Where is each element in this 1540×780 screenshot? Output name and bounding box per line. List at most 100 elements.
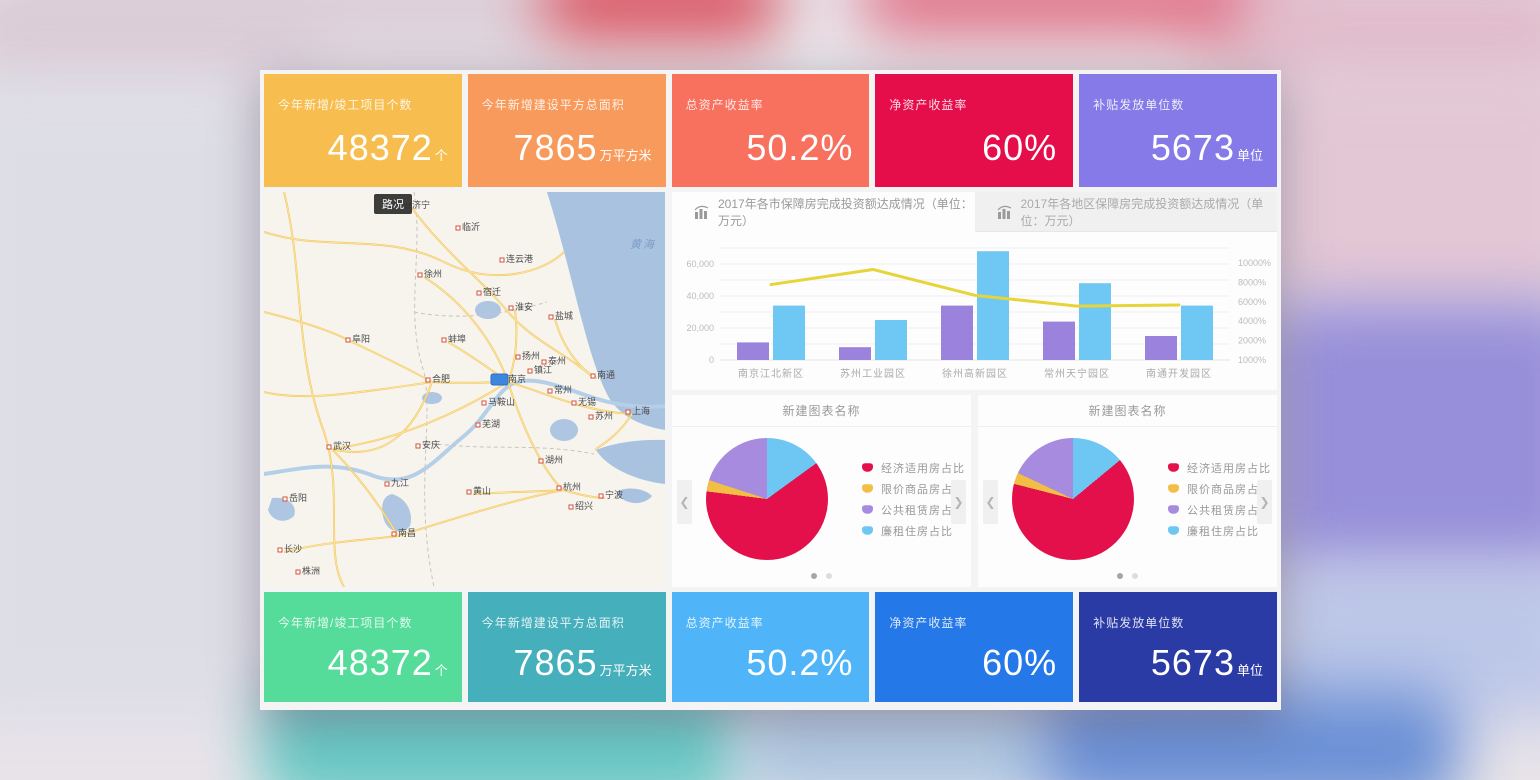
city-label: 长沙 [284,543,302,554]
svg-text:6000%: 6000% [1238,297,1266,307]
city-label: 湖州 [545,455,563,465]
svg-text:60,000: 60,000 [686,259,714,269]
stat-card: 今年新增建设平方总面积 7865 万平方米 [467,74,666,187]
map-panel[interactable]: 路况 黄海 济宁 临沂 徐州 连云港 宿迁 淮安 盐城 阜阳 蚌埠 合肥 扬州 泰州 南通 南京 镇江 常州 无锡… [264,192,665,587]
legend-label: 经济适用房占比 [881,462,965,475]
city-label: 扬州 [522,350,540,361]
pie-chart-panel: 新建图表名称 经济适用房占比 限价商品房占比 公共租赁房占比 廉租住房占比 ❮ ❯ [672,395,971,587]
legend-marker [862,484,873,493]
map-marker-nanjing[interactable] [490,373,509,386]
carousel-next-button[interactable]: ❯ [951,480,966,524]
carousel-dot[interactable] [826,573,832,579]
stat-card-title: 今年新增/竣工项目个数 [278,98,413,112]
map-tooltip-badge: 路况 [374,194,412,214]
stat-card-value: 48372 [327,642,433,683]
city-label: 芜湖 [482,418,500,429]
stat-card-title: 补贴发放单位数 [1093,98,1185,112]
svg-text:10000%: 10000% [1238,258,1271,268]
city-label: 安庆 [422,439,440,450]
stat-card: 补贴发放单位数 5673 单位 [1079,74,1277,187]
stat-card: 今年新增建设平方总面积 7865 万平方米 [467,592,666,702]
stat-card-value: 60% [982,642,1058,683]
carousel-dots [978,573,1277,579]
bar-line-chart: 60,000 40,000 20,000 0 10000% 8000% 6000% 4000%… [686,247,1271,380]
legend-marker [862,463,873,472]
city-label: 马鞍山 [488,396,515,407]
stat-card-unit: 个 [434,663,448,678]
stat-card-title: 补贴发放单位数 [1093,616,1185,630]
legend-marker [1168,463,1179,472]
svg-text:0: 0 [709,355,714,365]
stat-card-value: 5673 [1150,642,1235,683]
city-label: 无锡 [578,397,596,407]
legend-label: 限价商品房占比 [881,483,965,496]
pie-chart [706,438,828,560]
city-label: 蚌埠 [448,333,466,344]
city-label: 临沂 [462,221,480,232]
carousel-dot[interactable] [1132,573,1138,579]
stat-card-title: 总资产收益率 [685,98,764,112]
stat-card-title: 今年新增建设平方总面积 [481,98,625,112]
city-label: 泰州 [548,355,566,366]
stat-card: 今年新增/竣工项目个数 48372 个 [264,74,462,187]
chart-tab-1[interactable]: 2017年各市保障房完成投资额达成情况（单位：万元） [672,192,975,232]
stat-card-value: 48372 [327,127,433,168]
bar-chart-panel: 60,000 40,000 20,000 0 10000% 8000% 6000% 4000%… [672,232,1277,390]
legend-label: 经济适用房占比 [1187,462,1271,475]
city-label: 镇江 [534,364,552,375]
stat-card-title: 净资产收益率 [889,98,968,112]
city-label: 绍兴 [575,500,593,511]
city-label: 苏州 [595,410,613,421]
legend-item: 公共租赁房占比 [862,499,965,520]
carousel-next-button[interactable]: ❯ [1257,480,1272,524]
pie-chart [1012,438,1134,560]
city-label: 南通 [597,369,615,380]
legend-item: 限价商品房占比 [862,478,965,499]
stat-card: 总资产收益率 50.2% [671,592,870,702]
city-label: 株洲 [302,565,320,576]
sea-label: 黄海 [630,238,656,251]
pie-legend: 经济适用房占比限价商品房占比公共租赁房占比廉租住房占比 [1168,457,1271,541]
stat-card-unit: 万平方米 [599,663,652,678]
legend-item: 经济适用房占比 [862,457,965,478]
stat-card-title: 净资产收益率 [889,616,968,630]
stat-card-title: 今年新增建设平方总面积 [481,616,625,630]
stat-card-value: 7865 [513,642,598,683]
stat-card-unit: 个 [434,148,448,163]
chart-tab-label: 2017年各市保障房完成投资额达成情况（单位：万元） [718,196,973,228]
legend-label: 公共租赁房占比 [1187,504,1271,517]
legend-item: 廉租住房占比 [1168,520,1271,541]
chart-tab-2[interactable]: 2017年各地区保障房完成投资额达成情况（单位：万元） [974,192,1277,232]
bar-chart-icon [694,205,709,219]
carousel-dot[interactable] [1117,573,1123,579]
svg-text:4000%: 4000% [1238,316,1266,326]
svg-text:常州天宁园区: 常州天宁园区 [1044,367,1110,380]
city-label: 杭州 [563,481,581,492]
city-label: 合肥 [432,373,450,384]
stat-card-value: 60% [982,127,1058,168]
analytics-area: 2017年各市保障房完成投资额达成情况（单位：万元） 2017年各地区保障房完成投… [672,192,1277,587]
city-label: 岳阳 [289,492,307,503]
city-label: 淮安 [515,301,533,312]
city-label: 宁波 [605,489,623,500]
carousel-dot[interactable] [811,573,817,579]
stat-card-unit: 单位 [1236,663,1263,678]
carousel-prev-button[interactable]: ❮ [983,480,998,524]
svg-text:20,000: 20,000 [686,323,714,333]
city-label: 盐城 [555,310,573,321]
stat-cards-top-row: 今年新增/竣工项目个数 48372 个 今年新增建设平方总面积 7865 万平方米 总资产收… [264,74,1277,187]
legend-marker [1168,526,1179,535]
stat-card: 总资产收益率 50.2% [671,74,870,187]
legend-item: 限价商品房占比 [1168,478,1271,499]
legend-label: 公共租赁房占比 [881,504,965,517]
legend-marker [862,526,873,535]
chart-tab-label: 2017年各地区保障房完成投资额达成情况（单位：万元） [1020,196,1264,228]
city-label: 宿迁 [483,286,501,297]
carousel-prev-button[interactable]: ❮ [677,480,692,524]
pie-chart-panel: 新建图表名称经济适用房占比限价商品房占比公共租赁房占比廉租住房占比 ❮ ❯ [978,395,1277,587]
stat-card: 净资产收益率 60% [875,592,1074,702]
pie-chart-title: 新建图表名称 [978,395,1277,427]
stat-cards-bottom-row: 今年新增/竣工项目个数 48372 个 今年新增建设平方总面积 7865 万平方米 总资产收… [264,592,1277,702]
stat-card-value: 50.2% [746,127,854,168]
